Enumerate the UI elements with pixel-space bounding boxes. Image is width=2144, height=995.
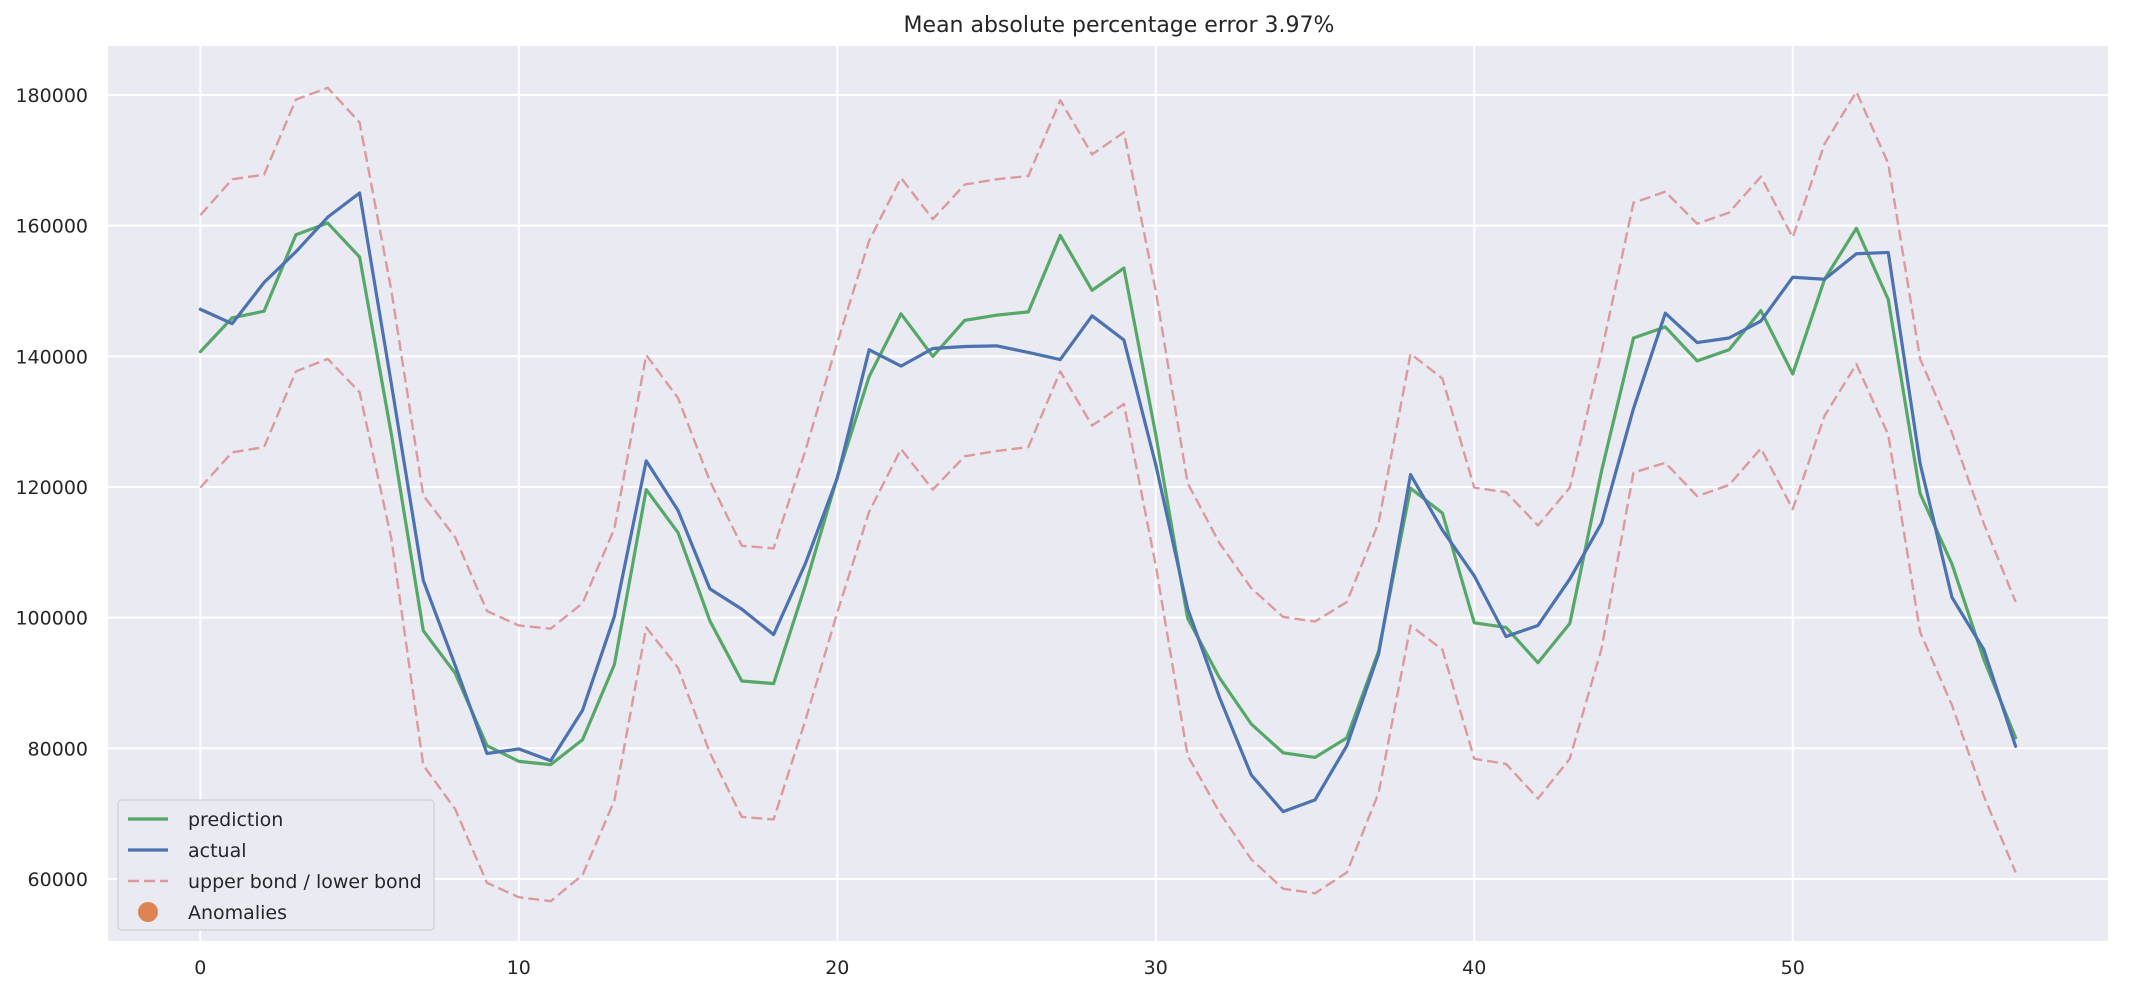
chart-title: Mean absolute percentage error 3.97% <box>904 13 1335 38</box>
y-gridlines <box>108 93 2108 880</box>
legend: prediction actual upper bond / lower bond A… <box>117 799 435 931</box>
legend-marker-anomalies <box>138 902 158 922</box>
x-tick-label: 50 <box>1781 957 1805 979</box>
legend-label: upper bond / lower bond <box>188 871 422 893</box>
x-axis: 0 10 20 30 40 50 <box>194 957 1804 979</box>
legend-label: actual <box>188 840 247 862</box>
x-tick-label: 30 <box>1144 957 1168 979</box>
y-tick-label: 180000 <box>15 85 88 107</box>
y-tick-label: 60000 <box>28 869 88 891</box>
series-line-prediction <box>198 221 2018 767</box>
x-tick-label: 40 <box>1462 957 1486 979</box>
y-tick-label: 160000 <box>15 216 88 238</box>
series-line-upper-bond <box>199 86 2017 630</box>
y-tick-label: 140000 <box>15 346 88 368</box>
x-tick-label: 20 <box>825 957 849 979</box>
series-layer <box>198 86 2018 903</box>
x-gridlines <box>199 46 1794 941</box>
y-tick-label: 120000 <box>15 477 88 499</box>
legend-label: Anomalies <box>188 902 287 924</box>
y-tick-label: 80000 <box>28 738 88 760</box>
x-tick-label: 0 <box>194 957 206 979</box>
series-line-lower-bond <box>199 357 2017 903</box>
plot-area <box>108 46 2108 941</box>
legend-box <box>117 799 435 931</box>
series-line-actual <box>198 191 2018 814</box>
x-tick-label: 10 <box>507 957 531 979</box>
legend-label: prediction <box>188 809 283 831</box>
y-axis: 60000 80000 100000 120000 140000 160000 180000 <box>15 85 88 891</box>
y-tick-label: 100000 <box>15 608 88 630</box>
